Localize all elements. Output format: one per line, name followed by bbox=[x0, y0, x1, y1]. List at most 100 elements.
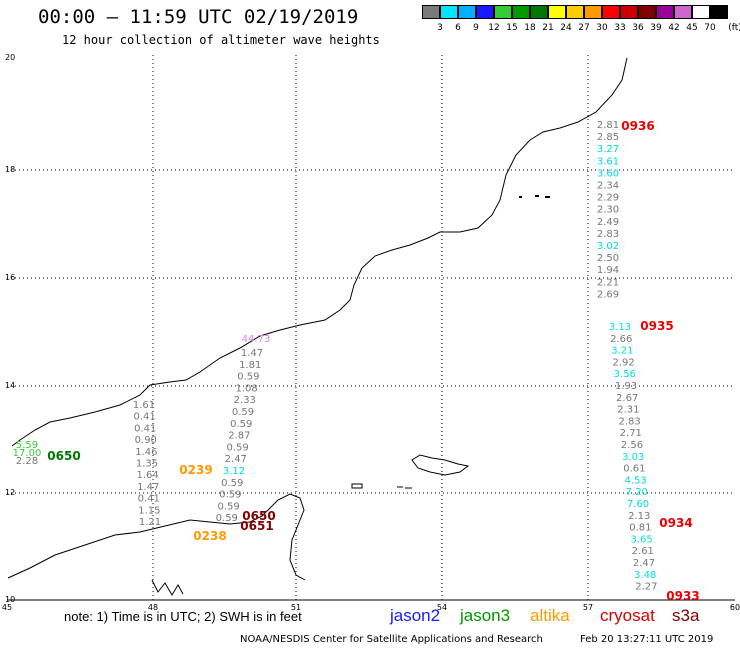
wave-height-value: 0.90 bbox=[135, 435, 157, 446]
wave-height-value: 0.59 bbox=[237, 372, 259, 383]
wave-height-value: 2.30 bbox=[597, 205, 619, 216]
legend-label: 24 bbox=[560, 23, 572, 33]
wave-height-value: 0.61 bbox=[623, 464, 645, 475]
wave-height-value: 3.27 bbox=[597, 144, 619, 155]
wave-height-value: 7.20 bbox=[626, 487, 648, 498]
y-tick-label: 12 bbox=[5, 488, 15, 497]
wave-height-value: 1.61 bbox=[133, 400, 155, 411]
legend-label: 12 bbox=[488, 23, 500, 33]
wave-height-value: 1.64 bbox=[136, 470, 158, 481]
wave-height-value: 1.47 bbox=[241, 348, 263, 359]
wave-height-value: 0.59 bbox=[217, 501, 239, 512]
wave-height-value: 2.13 bbox=[628, 511, 650, 522]
legend-label: 30 bbox=[596, 23, 608, 33]
legend-swatch bbox=[656, 5, 674, 19]
x-tick-label: 57 bbox=[583, 603, 593, 612]
coastline-north bbox=[11, 57, 628, 447]
wave-height-value: 1.94 bbox=[597, 265, 619, 276]
wave-height-value: 44.73 bbox=[242, 334, 271, 345]
island-small-1 bbox=[351, 483, 363, 489]
legend-unit: (ft) bbox=[728, 23, 740, 33]
legend-label: 70 bbox=[704, 23, 716, 33]
wave-height-value: 3.61 bbox=[597, 156, 619, 167]
pass-time-label: 0934 bbox=[659, 516, 692, 530]
legend-swatch bbox=[530, 5, 548, 19]
x-tick-label: 51 bbox=[291, 603, 301, 612]
pass-time-label: 0650 bbox=[47, 449, 80, 463]
pass-time-label: 0933 bbox=[666, 589, 699, 603]
legend-swatch bbox=[674, 5, 692, 19]
x-tick-label: 60 bbox=[730, 603, 740, 612]
wave-height-value: 2.66 bbox=[610, 334, 632, 345]
credit-line: NOAA/NESDIS Center for Satellite Applica… bbox=[240, 634, 543, 645]
legend-swatch bbox=[440, 5, 458, 19]
y-tick-label: 20 bbox=[5, 53, 15, 62]
wave-height-value: 0.41 bbox=[134, 423, 156, 434]
wave-height-value: 3.03 bbox=[622, 452, 644, 463]
wave-height-value: 3.12 bbox=[223, 466, 245, 477]
wave-height-value: 0.59 bbox=[216, 513, 238, 524]
wave-height-value: 2.56 bbox=[621, 440, 643, 451]
wave-height-value: 1.21 bbox=[139, 517, 161, 528]
wave-height-value: 2.85 bbox=[597, 132, 619, 143]
satellite-name: altika bbox=[530, 606, 570, 625]
legend-label: 3 bbox=[437, 23, 443, 33]
legend-swatch bbox=[602, 5, 620, 19]
map-subtitle: 12 hour collection of altimeter wave hei… bbox=[62, 33, 380, 47]
wave-height-value: 0.81 bbox=[629, 523, 651, 534]
wave-height-value: 3.60 bbox=[597, 168, 619, 179]
wave-height-value: 2.28 bbox=[16, 456, 38, 467]
legend-swatch bbox=[584, 5, 602, 19]
wave-height-value: 3.21 bbox=[611, 346, 633, 357]
wave-height-value: 2.67 bbox=[616, 393, 638, 404]
wave-height-value: 0.59 bbox=[219, 490, 241, 501]
wave-height-value: 3.13 bbox=[609, 322, 631, 333]
legend-swatch bbox=[692, 5, 710, 19]
x-tick-label: 45 bbox=[2, 603, 12, 612]
wave-height-value: 2.29 bbox=[597, 193, 619, 204]
legend-swatch bbox=[710, 5, 728, 19]
wave-height-value: 7.60 bbox=[627, 499, 649, 510]
pass-time-label: 0239 bbox=[179, 463, 212, 477]
wave-height-value: 2.47 bbox=[225, 454, 247, 465]
wave-height-value: 0.41 bbox=[133, 412, 155, 423]
legend-label: 36 bbox=[632, 23, 644, 33]
wave-height-value: 2.27 bbox=[635, 582, 657, 593]
wave-height-value: 0.41 bbox=[138, 494, 160, 505]
wave-height-value: 2.31 bbox=[617, 405, 639, 416]
legend-label: 42 bbox=[668, 23, 680, 33]
pass-time-label: 0650 bbox=[242, 509, 275, 523]
wave-height-value: 0.59 bbox=[230, 419, 252, 430]
pass-time-label: 0935 bbox=[640, 319, 673, 333]
wave-height-value: 1.35 bbox=[136, 459, 158, 470]
island-socotra bbox=[411, 454, 470, 476]
wave-height-value: 2.50 bbox=[597, 253, 619, 264]
wave-height-value: 2.61 bbox=[632, 546, 654, 557]
wave-height-value: 2.47 bbox=[633, 558, 655, 569]
wave-height-value: 1.93 bbox=[615, 381, 637, 392]
legend-label: 18 bbox=[524, 23, 536, 33]
y-tick-label: 10 bbox=[5, 595, 15, 604]
wave-height-value: 1.15 bbox=[138, 505, 160, 516]
wave-height-value: 2.69 bbox=[597, 289, 619, 300]
satellite-name: s3a bbox=[672, 606, 700, 625]
wave-height-value: 2.92 bbox=[612, 357, 634, 368]
legend-swatch bbox=[620, 5, 638, 19]
x-tick-label: 48 bbox=[148, 603, 158, 612]
wave-height-value: 1.81 bbox=[239, 360, 261, 371]
pass-time-label: 0936 bbox=[621, 119, 654, 133]
wave-height-value: 3.48 bbox=[634, 570, 656, 581]
pass-time-label: 0651 bbox=[240, 519, 273, 533]
legend-swatch bbox=[476, 5, 494, 19]
legend-label: 21 bbox=[542, 23, 554, 33]
legend-label: 6 bbox=[455, 23, 461, 33]
wave-height-value: 0.59 bbox=[226, 442, 248, 453]
pass-time-label: 0238 bbox=[193, 529, 226, 543]
wave-height-value: 0.59 bbox=[221, 478, 243, 489]
wave-height-value: 0.59 bbox=[232, 407, 254, 418]
wave-height-value: 1.08 bbox=[235, 383, 257, 394]
satellite-name: jason3 bbox=[460, 606, 511, 625]
legend-swatch bbox=[548, 5, 566, 19]
wave-height-value: 2.33 bbox=[234, 395, 256, 406]
